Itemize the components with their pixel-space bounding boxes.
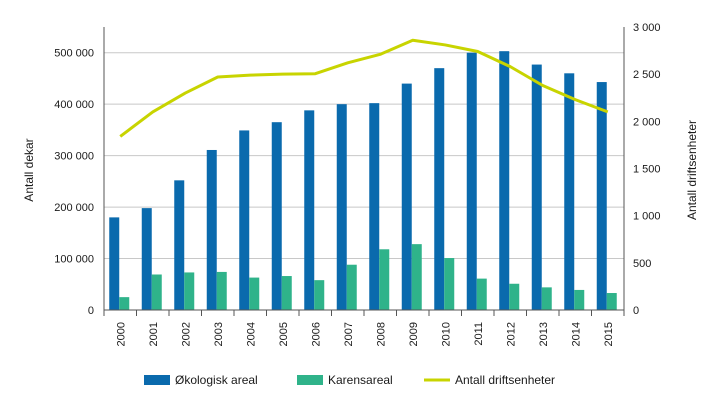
legend-swatch (144, 375, 170, 385)
y-tick-label-right: 3 000 (633, 22, 661, 34)
bar (216, 271, 227, 310)
bar (574, 289, 585, 310)
tick-labels: 0 100 000 200 000 300 000 400 000 500 000 0 500… (54, 22, 660, 346)
line-antall-driftsenheter (119, 38, 609, 138)
x-tick-label: 2003 (213, 322, 225, 346)
bar (184, 272, 195, 310)
x-tick-label: 2007 (343, 322, 355, 346)
bar (466, 52, 477, 311)
bar (499, 51, 510, 311)
bars (109, 51, 617, 311)
bar (239, 130, 250, 310)
x-tick-label: 2008 (375, 322, 387, 346)
y-tick-label-left: 200 000 (54, 202, 94, 214)
bar (531, 64, 542, 310)
bar (541, 287, 552, 310)
bar (606, 293, 617, 310)
bar (119, 297, 130, 310)
y-axis-title-right: Antall driftsenheter (685, 120, 699, 220)
x-tick-label: 2000 (115, 322, 127, 346)
bar (346, 264, 357, 310)
bar (281, 276, 292, 310)
x-tick-label: 2015 (603, 322, 615, 346)
legend-swatch (297, 375, 323, 385)
bar (336, 104, 347, 310)
bar (379, 249, 390, 310)
y-tick-label-right: 1 500 (633, 164, 661, 176)
y-tick-label-left: 0 (88, 305, 94, 317)
y-tick-label-right: 1 000 (633, 211, 661, 223)
bar (271, 122, 282, 310)
line-series (119, 38, 609, 138)
bar (249, 277, 260, 310)
bar (401, 83, 412, 310)
y-tick-label-left: 300 000 (54, 151, 94, 163)
bar (596, 82, 607, 310)
y-tick-label-right: 500 (633, 258, 651, 270)
y-tick-label-right: 2 000 (633, 116, 661, 128)
legend: Økologisk areal Karensareal Antall driftse… (144, 373, 555, 387)
bar (141, 208, 152, 310)
y-tick-label-left: 500 000 (54, 48, 94, 60)
legend-label: Økologisk areal (175, 373, 258, 387)
y-tick-label-left: 400 000 (54, 99, 94, 111)
bar (304, 110, 315, 311)
y-tick-label-left: 100 000 (54, 254, 94, 266)
bar (564, 73, 575, 311)
x-tick-label: 2012 (505, 322, 517, 346)
x-tick-label: 2014 (570, 322, 582, 346)
bar (151, 274, 162, 310)
x-tick-label: 2011 (473, 322, 485, 346)
bar (206, 149, 217, 310)
x-tick-label: 2009 (408, 322, 420, 346)
x-tick-label: 2006 (310, 322, 322, 346)
x-tick-label: 2013 (538, 322, 550, 346)
bar (434, 68, 445, 310)
bar (476, 278, 487, 310)
legend-label: Antall driftsenheter (455, 373, 555, 387)
y-tick-label-right: 2 500 (633, 69, 661, 81)
bar (369, 103, 380, 310)
bar (509, 283, 520, 310)
x-tick-label: 2002 (180, 322, 192, 346)
y-axis-title-left: Antall dekar (22, 138, 36, 201)
y-tick-label-right: 0 (633, 305, 639, 317)
axes (103, 27, 625, 316)
bar (109, 217, 120, 310)
x-tick-label: 2001 (148, 322, 160, 346)
bar (174, 180, 185, 310)
x-tick-label: 2004 (245, 322, 257, 346)
legend-label: Karensareal (328, 373, 393, 387)
x-tick-label: 2005 (278, 322, 290, 346)
bar (411, 244, 422, 310)
bar (444, 258, 455, 310)
bar (314, 280, 325, 310)
x-tick-label: 2010 (440, 322, 452, 346)
